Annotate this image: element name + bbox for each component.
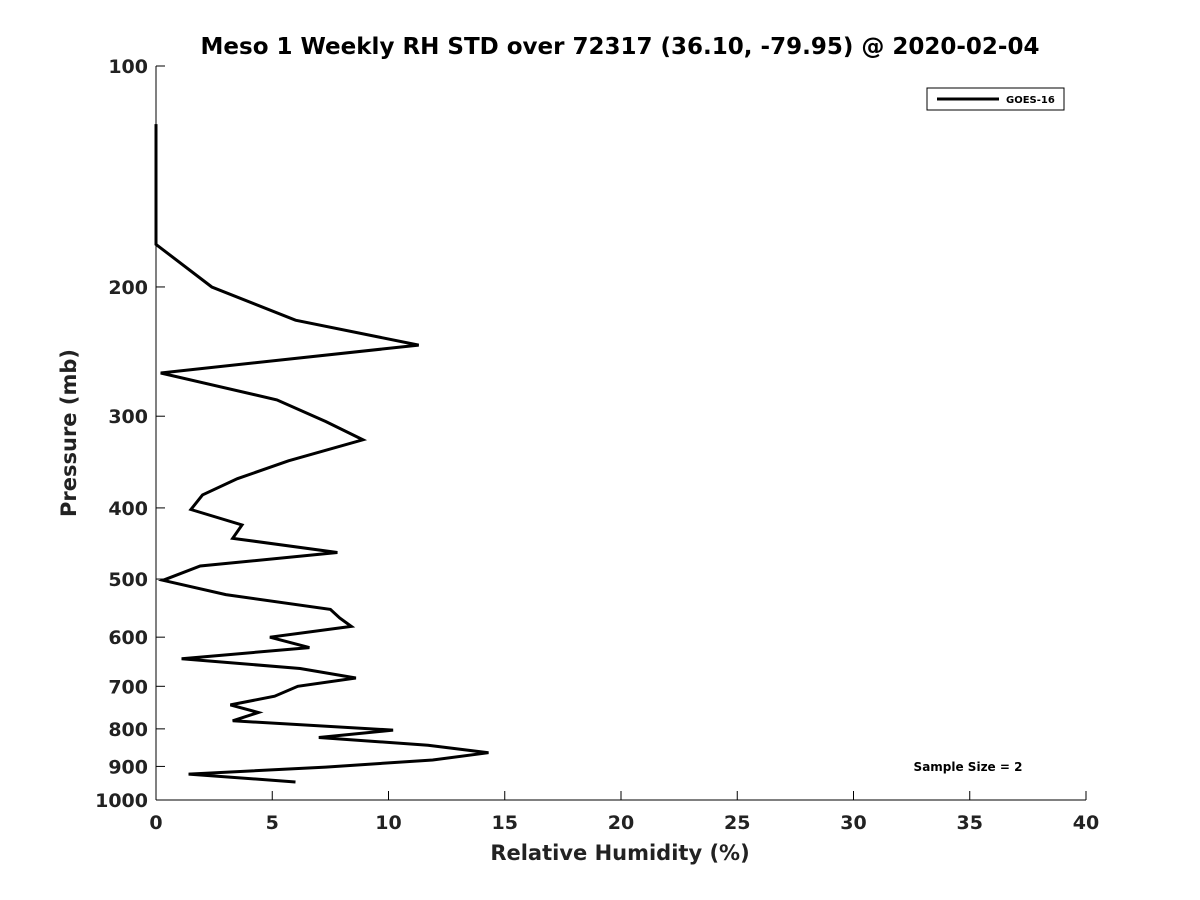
- y-axis-title: Pressure (mb): [57, 349, 81, 517]
- x-tick-label: 20: [608, 812, 634, 834]
- y-tick-label: 900: [108, 756, 148, 778]
- sample-size-annotation: Sample Size = 2: [914, 760, 1023, 774]
- legend: GOES-16: [926, 87, 1065, 111]
- x-tick-label: 35: [957, 812, 983, 834]
- x-axis-title: Relative Humidity (%): [490, 841, 749, 865]
- x-tick-label: 5: [266, 812, 279, 834]
- x-tick-label: 25: [724, 812, 750, 834]
- y-tick-label: 500: [108, 569, 148, 591]
- x-tick-label: 15: [492, 812, 518, 834]
- y-tick-label: 800: [108, 719, 148, 741]
- series-layer: [154, 124, 489, 784]
- y-tick-label: 1000: [95, 790, 148, 812]
- y-tick-label: 100: [108, 56, 148, 78]
- y-tick-label: 600: [108, 627, 148, 649]
- axes: 0 5 10 15 20 25 30 35 40 100 200 300 400 500 600 700 800…: [95, 56, 1099, 834]
- y-tick-label: 400: [108, 498, 148, 520]
- x-tick-label: 0: [149, 812, 162, 834]
- y-tick-label: 200: [108, 277, 148, 299]
- x-tick-label: 40: [1073, 812, 1099, 834]
- series-line-goes-16: [154, 124, 489, 784]
- y-tick-label: 300: [108, 406, 148, 428]
- x-tick-label: 30: [840, 812, 866, 834]
- chart-title: Meso 1 Weekly RH STD over 72317 (36.10, …: [201, 34, 1040, 60]
- y-tick-label: 700: [108, 676, 148, 698]
- x-tick-label: 10: [375, 812, 401, 834]
- legend-label-goes-16: GOES-16: [1006, 95, 1055, 106]
